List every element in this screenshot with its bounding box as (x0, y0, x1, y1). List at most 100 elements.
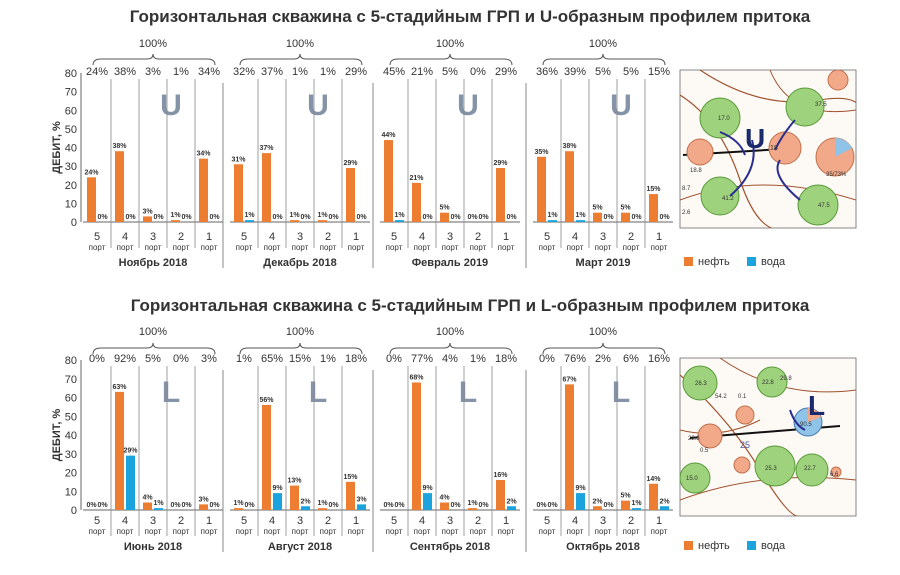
oil-bar (171, 220, 180, 222)
water-value-label: 0% (450, 502, 461, 509)
oil-value-label: 0% (467, 214, 478, 221)
port-total-label: 1% (173, 66, 189, 78)
oil-bar (565, 384, 574, 510)
water-value-label: 1% (631, 500, 642, 507)
oil-value-label: 63% (112, 384, 127, 391)
port-total-label: 77% (411, 353, 433, 365)
water-value-label: 0% (272, 214, 283, 221)
map-l-label: 25 (740, 440, 750, 450)
port-word-label: порт (292, 527, 309, 536)
port-total-label: 1% (292, 66, 308, 78)
oil-value-label: 0% (170, 502, 181, 509)
oil-value-label: 1% (317, 212, 328, 219)
oil-bar (593, 212, 602, 222)
month-label: Декабрь 2018 (263, 257, 337, 269)
water-value-label: 0% (328, 502, 339, 509)
water-value-label: 9% (272, 485, 283, 492)
water-bar (660, 506, 669, 510)
y-tick-label: 0 (71, 505, 77, 517)
port-word-label: порт (442, 243, 459, 252)
water-value-label: 9% (422, 485, 433, 492)
port-number-label: 5 (544, 515, 550, 527)
port-total-label: 2% (595, 353, 611, 365)
port-word-label: порт (264, 243, 281, 252)
map-l-label: 6.6 (830, 472, 839, 478)
oil-bar (649, 483, 658, 510)
month-panel: 100%U36%35%1%5порт39%38%1%4порт5%5%0%3по… (525, 38, 673, 269)
port-number-label: 2 (178, 231, 184, 243)
port-number-label: 3 (600, 515, 606, 527)
oil-bar (496, 480, 505, 510)
y-tick-label: 40 (65, 143, 77, 155)
well-circle (700, 176, 740, 216)
oil-value-label: 4% (439, 495, 450, 502)
oil-value-label: 1% (289, 212, 300, 219)
legend-water-label: вода (761, 256, 786, 268)
port-word-label: порт (567, 527, 584, 536)
total-label: 100% (139, 38, 167, 50)
legend-oil-label: нефть (698, 540, 730, 552)
port-total-label: 29% (495, 66, 517, 78)
port-number-label: 3 (447, 515, 453, 527)
oil-value-label: 67% (562, 376, 577, 383)
water-value-label: 0% (422, 214, 433, 221)
port-word-label: порт (117, 243, 134, 252)
month-panel: 100%L1%1% 0%5порт65%56%9%4порт15%13%2%3по… (222, 326, 370, 553)
y-tick-label: 10 (65, 486, 77, 498)
oil-bar (143, 216, 152, 222)
water-value-label: 0% (603, 214, 614, 221)
port-total-label: 3% (145, 66, 161, 78)
total-label: 100% (436, 326, 464, 338)
water-bar (301, 506, 310, 510)
oil-value-label: 14% (646, 476, 661, 483)
total-label: 100% (589, 326, 617, 338)
oil-bar (593, 506, 602, 510)
y-tick-label: 50 (65, 411, 77, 423)
total-label: 100% (436, 38, 464, 50)
port-word-label: порт (623, 527, 640, 536)
profile-letter: U (160, 89, 182, 122)
month-label: Июнь 2018 (124, 541, 182, 553)
port-number-label: 4 (122, 231, 128, 243)
port-word-label: порт (470, 527, 487, 536)
port-number-label: 3 (600, 231, 606, 243)
water-value-label: 0% (450, 214, 461, 221)
port-word-label: порт (201, 527, 218, 536)
y-tick-label: 20 (65, 180, 77, 192)
port-number-label: 2 (325, 231, 331, 243)
water-value-label: 0% (631, 214, 642, 221)
port-word-label: порт (414, 527, 431, 536)
oil-bar (440, 502, 449, 510)
map-l-label: 22.8 (688, 436, 700, 442)
oil-bar (621, 500, 630, 510)
oil-bar (412, 182, 421, 222)
port-number-label: 2 (178, 515, 184, 527)
oil-value-label: 56% (259, 397, 274, 404)
water-value-label: 0% (97, 502, 108, 509)
oil-bar (87, 177, 96, 222)
oil-bar (143, 502, 152, 510)
water-value-label: 0% (547, 502, 558, 509)
map-u-label: 18.8 (690, 168, 702, 174)
total-brace (542, 342, 666, 355)
port-number-label: 3 (297, 515, 303, 527)
port-number-label: 1 (353, 231, 359, 243)
port-number-label: 2 (628, 515, 634, 527)
port-total-label: 16% (648, 353, 670, 365)
water-bar (357, 504, 366, 510)
section-u: ДЕБИТ, %01020304050607080100%U24%24%0%5п… (51, 38, 673, 269)
water-value-label: 1% (153, 500, 164, 507)
port-total-label: 45% (383, 66, 405, 78)
water-value-label: 1% (575, 212, 586, 219)
port-word-label: порт (348, 243, 365, 252)
water-value-label: 0% (356, 214, 367, 221)
port-word-label: порт (173, 243, 190, 252)
total-brace (239, 342, 363, 355)
port-word-label: порт (539, 243, 556, 252)
oil-bar (621, 212, 630, 222)
port-word-label: порт (386, 243, 403, 252)
map-u-label: 17.0 (718, 116, 730, 122)
map-l-label: 0.5 (700, 448, 709, 454)
port-word-label: порт (173, 527, 190, 536)
